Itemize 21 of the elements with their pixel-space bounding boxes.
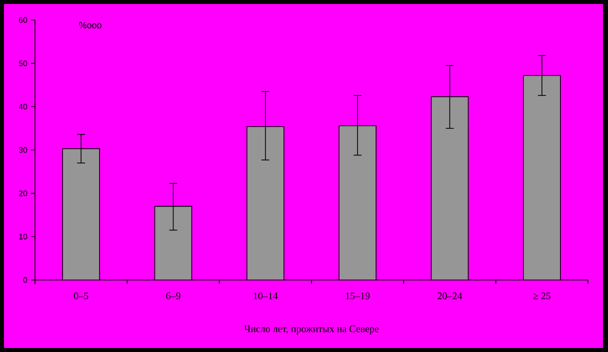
y-tick-label: 0 bbox=[23, 277, 28, 283]
x-tick-label: 6–9 bbox=[166, 292, 180, 300]
y-tick-label: 60 bbox=[18, 17, 28, 23]
bar bbox=[339, 126, 376, 280]
x-tick-label: ≥ 25 bbox=[533, 292, 551, 300]
bar bbox=[523, 75, 561, 280]
bar bbox=[62, 148, 100, 280]
bar bbox=[154, 206, 192, 280]
x-tick-label: 20–24 bbox=[438, 292, 462, 300]
x-tick-label: 10–14 bbox=[254, 292, 278, 300]
y-tick-label: 20 bbox=[18, 190, 28, 196]
y-tick-label: 50 bbox=[18, 60, 28, 66]
x-axis-title: Число лет, прожитых на Севере bbox=[244, 326, 379, 334]
y-tick-label: 40 bbox=[18, 104, 28, 110]
bar bbox=[246, 126, 284, 280]
x-tick-label: 15–19 bbox=[346, 292, 370, 300]
y-axis-title: %ooo bbox=[79, 22, 102, 28]
x-tick-label: 0–5 bbox=[74, 292, 88, 300]
y-tick-label: 10 bbox=[19, 234, 28, 240]
bar bbox=[431, 96, 468, 280]
y-tick-label: 30 bbox=[18, 147, 28, 153]
